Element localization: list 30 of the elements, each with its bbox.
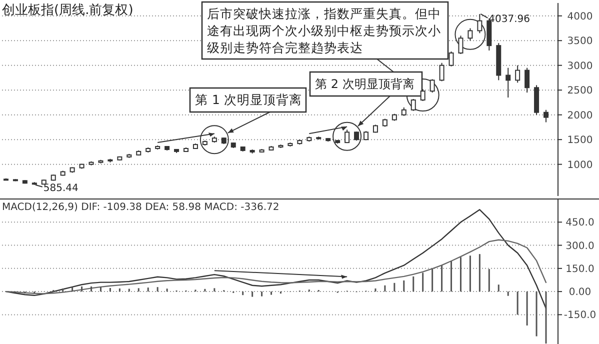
- chart-title: MACD(12,26,9) DIF: -109.38 DEA: 58.98 MACD: -336.72: [2, 202, 280, 213]
- y-tick-label: 2500: [567, 86, 593, 97]
- y-tick-label: 450.0: [566, 218, 594, 229]
- candlestick: [515, 64, 520, 84]
- candlestick: [524, 67, 530, 94]
- y-tick-label: -150.0: [564, 310, 596, 322]
- y-tick-label: 1500: [567, 135, 593, 146]
- annotation: 第 2 次明显顶背离: [315, 77, 414, 91]
- candlestick: [506, 67, 511, 98]
- line-series: [5, 239, 547, 294]
- candlestick: [458, 35, 464, 54]
- candlestick: [410, 98, 416, 112]
- y-tick-label: 1000: [567, 160, 593, 171]
- candlestick: [344, 129, 350, 144]
- annotation: 4037.96: [488, 14, 530, 25]
- y-tick-label: 300.0: [566, 240, 594, 252]
- chart-title: 创业板指(周线.前复权): [2, 3, 134, 18]
- y-tick-label: 4000: [567, 11, 593, 22]
- annotation: 后市突破快速拉涨，指数严重失真。但中途有出现两个次小级别中枢走势预示次小级别走势符合完整趋势表达: [207, 6, 441, 55]
- candlestick: [468, 28, 473, 42]
- y-tick-label: 3000: [567, 60, 593, 72]
- candlestick: [544, 109, 548, 123]
- y-tick-label: 3500: [567, 36, 593, 48]
- y-tick-label: 2000: [567, 110, 593, 122]
- candlestick: [439, 62, 444, 82]
- annotation: 第 1 次明显顶背离: [195, 92, 302, 107]
- y-tick-label: 0.00: [568, 287, 592, 298]
- candlestick: [430, 78, 435, 94]
- annotation: 585.44: [43, 182, 78, 194]
- y-tick-label: 150.0: [566, 264, 594, 275]
